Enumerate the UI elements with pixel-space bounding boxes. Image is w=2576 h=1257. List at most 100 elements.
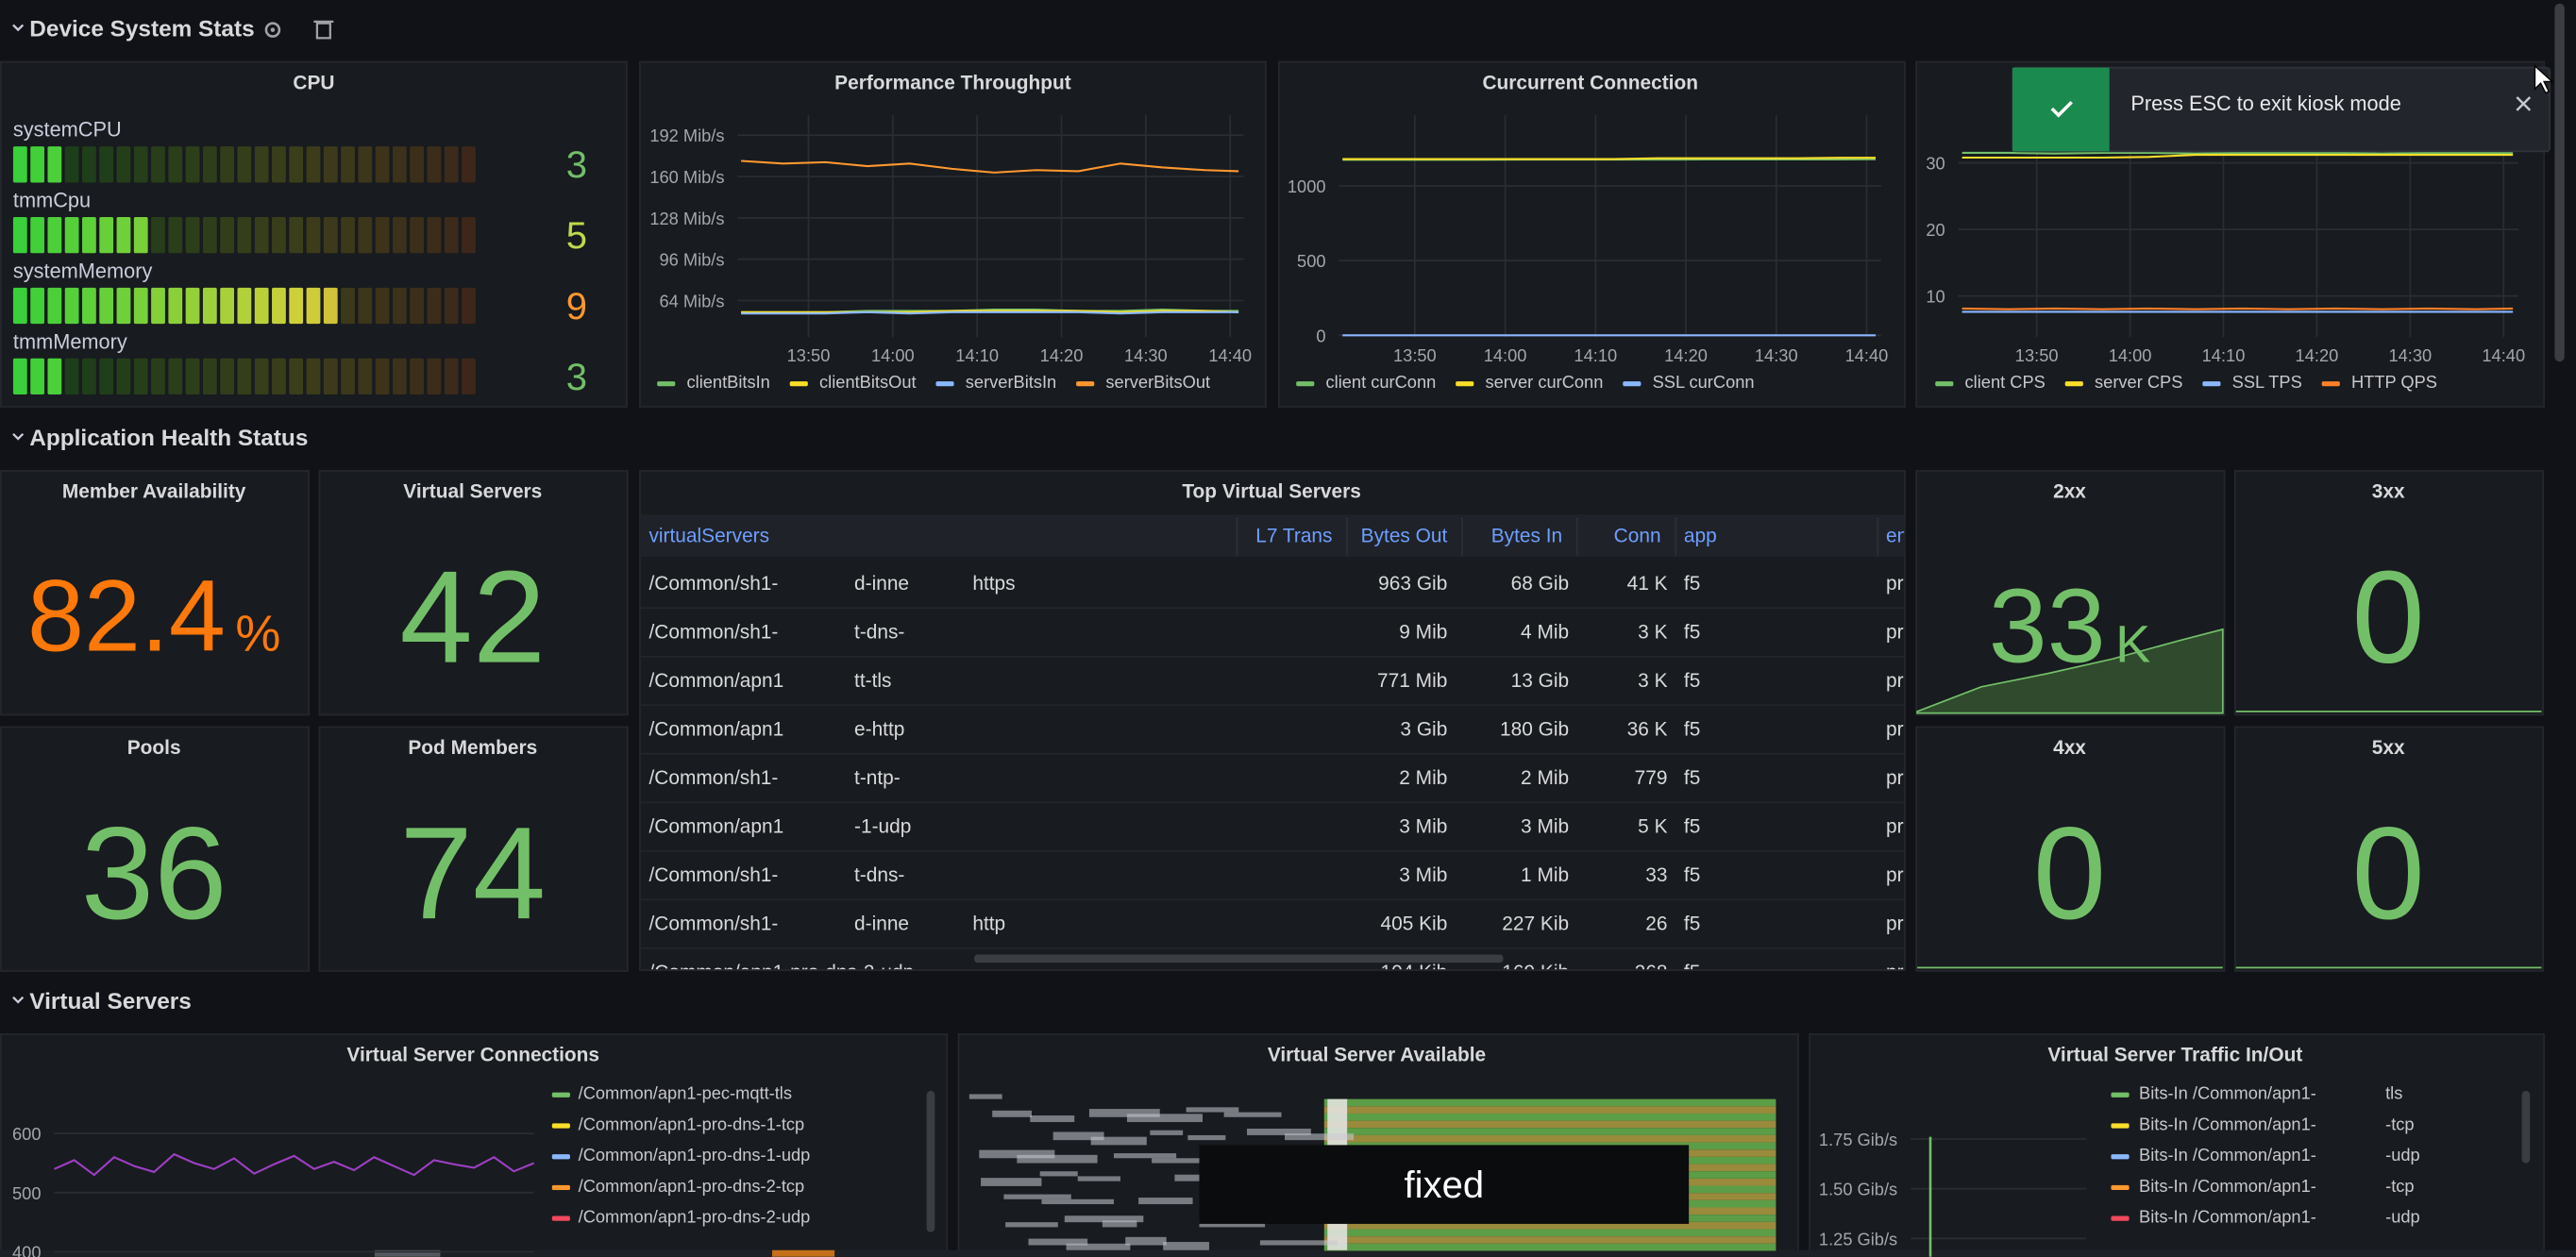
- y-tick-label: 20: [1926, 220, 1945, 240]
- panel-title: CPU: [293, 72, 334, 93]
- series-line: [1342, 157, 1877, 160]
- section-title[interactable]: Application Health Status: [29, 426, 308, 451]
- gauge-cell: [237, 146, 252, 183]
- legend-swatch: [2064, 381, 2083, 387]
- y-tick-label: 0: [1316, 326, 1325, 345]
- state-label-noise: [1126, 1114, 1203, 1123]
- gauge-cell: [151, 358, 165, 394]
- panel: [639, 60, 1267, 408]
- stat-title: 3xx: [2372, 481, 2405, 503]
- gauge-cell: [151, 287, 165, 325]
- collapse-icon[interactable]: [12, 432, 25, 441]
- gauge-cell: [410, 287, 425, 325]
- x-tick-label: 14:20: [1040, 345, 1084, 365]
- section-title[interactable]: Virtual Servers: [29, 989, 192, 1014]
- section-title[interactable]: Device System Stats: [29, 17, 254, 42]
- scrollbar[interactable]: [926, 1090, 935, 1232]
- overlay-text: fixed: [1405, 1165, 1485, 1206]
- gauge-cell: [410, 358, 425, 394]
- gauge-label: systemCPU: [13, 118, 122, 142]
- table-cell: 5 K: [1638, 816, 1667, 838]
- gauge-cell: [185, 146, 200, 183]
- table-cell: pr: [1886, 670, 1904, 692]
- state-label-noise: [1259, 1240, 1338, 1246]
- state-label-noise: [1125, 1236, 1167, 1246]
- stat-number: 0: [2033, 799, 2106, 947]
- stat-value: 74: [399, 799, 546, 947]
- stat-title: Pools: [127, 737, 181, 759]
- stat-value: 0: [2351, 544, 2424, 691]
- gauge-cell: [64, 358, 79, 394]
- settings-icon[interactable]: [264, 22, 281, 38]
- delete-icon[interactable]: [313, 20, 334, 40]
- table-cell: pr: [1886, 767, 1904, 789]
- gauge-cell: [202, 146, 217, 183]
- panel: [1915, 726, 2226, 972]
- stat-title: 5xx: [2372, 737, 2405, 759]
- table-cell: 104 Kib: [1381, 962, 1448, 983]
- legend-label: /Common/apn1-pec-mqtt-tls: [579, 1083, 792, 1103]
- legend-label: serverBitsIn: [966, 372, 1056, 392]
- legend-swatch: [551, 1154, 570, 1160]
- table-cell: pr: [1886, 573, 1904, 595]
- scrollbar[interactable]: [374, 1249, 441, 1257]
- x-tick-label: 13:50: [2015, 345, 2059, 365]
- table-cell: /Common/apn1-pro-dns-2-udp: [648, 962, 914, 983]
- column-header: L7 Trans: [1255, 526, 1332, 547]
- state-band: [1323, 1113, 1776, 1121]
- legend-swatch: [551, 1184, 570, 1191]
- series-line: [1961, 151, 2514, 155]
- series-line: [741, 310, 1239, 313]
- gauge-cell: [220, 287, 235, 325]
- legend-label: client curConn: [1326, 372, 1437, 392]
- gauge-cell: [151, 217, 165, 254]
- legend-label: serverBitsOut: [1105, 372, 1210, 392]
- collapse-icon[interactable]: [12, 996, 25, 1004]
- legend-suffix: tls: [2385, 1083, 2402, 1103]
- stat-title: Virtual Servers: [403, 481, 542, 503]
- table-cell: /Common/sh1-: [648, 767, 778, 789]
- cursor: [2534, 64, 2554, 94]
- column-header: en: [1886, 526, 1908, 547]
- stat-number: 82.4: [27, 558, 226, 672]
- gauge-cell: [237, 358, 252, 394]
- table-cell: 779: [1635, 767, 1668, 789]
- scrollbar[interactable]: [772, 1249, 835, 1257]
- gauge-cell: [168, 287, 183, 325]
- x-tick-label: 14:10: [955, 345, 999, 365]
- table-cell: 41 K: [1627, 573, 1668, 595]
- state-label-noise: [1088, 1109, 1160, 1117]
- stat-unit: %: [235, 605, 280, 662]
- gauge-cell: [289, 146, 304, 183]
- table-cell: 2 Mib: [1521, 767, 1569, 789]
- gauge-value: 5: [566, 215, 587, 257]
- panel: [2233, 726, 2545, 972]
- x-tick-label: 14:20: [2296, 345, 2339, 365]
- gauge-bar: [12, 358, 476, 394]
- y-tick-label: 96 Mib/s: [659, 250, 724, 270]
- state-label-noise: [1041, 1198, 1115, 1205]
- gauge-cell: [272, 287, 286, 325]
- gauge-cell: [116, 358, 131, 394]
- panel: [2233, 470, 2545, 716]
- table-header: [640, 514, 1905, 558]
- gauge-cell: [99, 146, 114, 183]
- x-tick-label: 14:40: [1845, 345, 1889, 365]
- state-label-noise: [1039, 1171, 1078, 1177]
- legend-swatch: [2111, 1123, 2130, 1129]
- gauge-cell: [272, 146, 286, 183]
- series-line: [54, 1152, 535, 1177]
- gauge-cell: [392, 358, 407, 394]
- sparkline-area: [1916, 628, 2224, 714]
- state-label-noise: [1186, 1107, 1239, 1113]
- scrollbar[interactable]: [2521, 1090, 2531, 1164]
- table-cell: pr: [1886, 719, 1904, 741]
- scrollbar[interactable]: [2554, 3, 2565, 362]
- state-label-noise: [1030, 1115, 1075, 1123]
- table-cell: f5: [1684, 864, 1700, 886]
- toast-close[interactable]: [2516, 96, 2532, 111]
- legend-swatch: [2111, 1154, 2130, 1160]
- panel-title: Virtual Server Available: [1268, 1045, 1486, 1066]
- table-cell: /Common/apn1: [648, 670, 783, 692]
- collapse-icon[interactable]: [12, 24, 25, 32]
